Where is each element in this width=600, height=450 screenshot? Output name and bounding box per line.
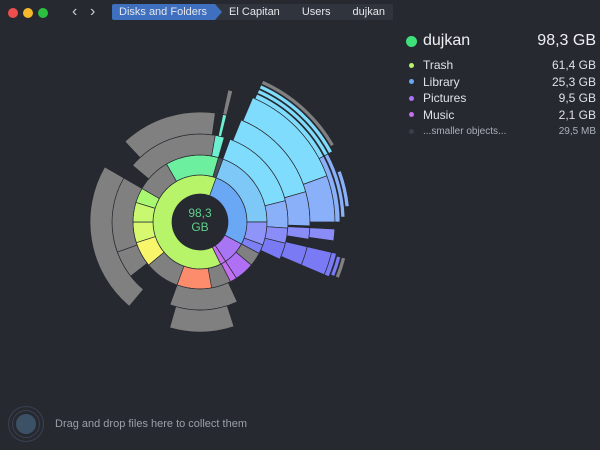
sunburst-segment[interactable]	[308, 227, 336, 242]
smaller-objects-color-dot-icon	[409, 128, 414, 134]
close-window-button[interactable]	[8, 8, 18, 18]
forward-chevron-icon[interactable]: ›	[90, 3, 96, 20]
legend-item-label: ...smaller objects...	[423, 125, 507, 137]
legend-item-trash[interactable]: Trash 61,4 GB	[409, 57, 596, 74]
legend-item-pictures[interactable]: Pictures 9,5 GB	[409, 90, 596, 107]
legend-item-music[interactable]: Music 2,1 GB	[409, 107, 596, 124]
sunburst-segment[interactable]	[330, 255, 342, 277]
sunburst-segment[interactable]	[169, 305, 235, 333]
sunburst-segment[interactable]	[124, 111, 216, 159]
breadcrumb: Disks and Folders El Capitan Users dujka…	[112, 4, 393, 20]
sunburst-segment[interactable]	[217, 113, 228, 138]
legend-item-size: 61,4 GB	[551, 58, 596, 73]
pictures-color-dot-icon	[409, 95, 414, 101]
legend-item-size: 25,3 GB	[551, 74, 596, 89]
collector-drop-target-icon[interactable]	[8, 406, 44, 442]
dropzone-hint: Drag and drop files here to collect them	[55, 418, 247, 430]
legend-item-size: 29,5 MB	[558, 125, 596, 137]
title-bar: ‹ › Disks and Folders El Capitan Users d…	[0, 0, 600, 26]
sunburst-segment[interactable]	[318, 155, 341, 223]
sunburst-segment[interactable]	[222, 89, 234, 116]
zoom-window-button[interactable]	[38, 8, 48, 18]
legend-panel: dujkan 98,3 GB Trash 61,4 GB Library 25,…	[406, 31, 596, 140]
trash-color-dot-icon	[409, 62, 414, 68]
center-size-label[interactable]: 98,3 GB	[170, 206, 230, 234]
root-color-dot-icon	[406, 35, 417, 47]
collector-ring	[12, 410, 40, 438]
sunburst-segment[interactable]	[258, 84, 333, 154]
legend-root[interactable]: dujkan 98,3 GB	[406, 31, 596, 51]
breadcrumb-users[interactable]: Users	[287, 4, 346, 20]
library-color-dot-icon	[409, 79, 414, 85]
sunburst-segment[interactable]	[89, 166, 144, 307]
sunburst-segment[interactable]	[264, 200, 289, 229]
sunburst-segment[interactable]	[334, 256, 346, 279]
legend-item-size: 9,5 GB	[558, 91, 596, 106]
legend-item-label: Trash	[423, 58, 454, 73]
sunburst-center[interactable]	[172, 194, 228, 250]
breadcrumb-el-capitan[interactable]: El Capitan	[215, 4, 295, 20]
legend-item-label: Music	[423, 107, 455, 122]
legend-item-smaller-objects[interactable]: ...smaller objects... 29,5 MB	[409, 123, 596, 140]
minimize-window-button[interactable]	[23, 8, 33, 18]
collector-core	[16, 414, 36, 434]
legend-item-size: 2,1 GB	[558, 107, 596, 122]
legend-item-label: Pictures	[423, 91, 467, 106]
music-color-dot-icon	[409, 112, 414, 118]
legend-item-label: Library	[423, 74, 460, 89]
sunburst-segment[interactable]	[323, 251, 337, 278]
sunburst-segment[interactable]	[336, 170, 350, 208]
breadcrumb-disks-and-folders[interactable]: Disks and Folders	[112, 4, 223, 20]
sunburst-segment[interactable]	[212, 157, 224, 179]
legend-item-library[interactable]: Library 25,3 GB	[409, 74, 596, 91]
sunburst-segment[interactable]	[284, 191, 311, 227]
sunburst-segment[interactable]	[260, 79, 335, 147]
center-size-unit: GB	[191, 220, 209, 234]
breadcrumb-dujkan[interactable]: dujkan	[338, 4, 393, 20]
legend-root-size: 98,3 GB	[537, 32, 596, 49]
sunburst-segment[interactable]	[225, 251, 252, 279]
sunburst-segment[interactable]	[324, 153, 346, 218]
sunburst-segment[interactable]	[286, 226, 311, 240]
legend-root-name: dujkan	[423, 32, 471, 49]
back-chevron-icon[interactable]: ‹	[72, 3, 78, 20]
center-size-value: 98,3	[188, 206, 212, 220]
